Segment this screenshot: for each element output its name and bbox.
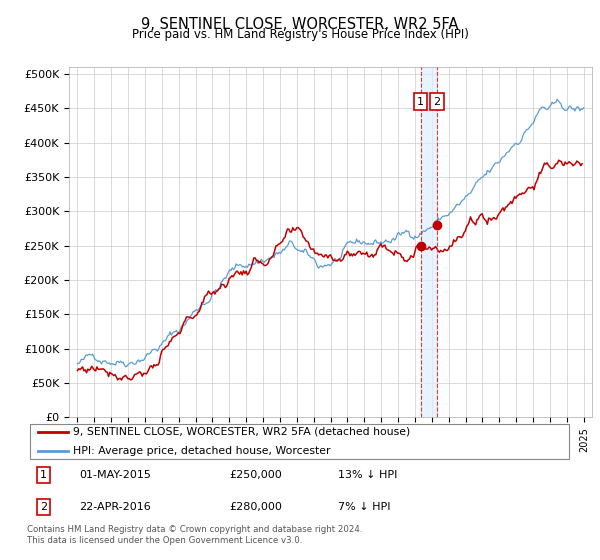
Text: Price paid vs. HM Land Registry's House Price Index (HPI): Price paid vs. HM Land Registry's House … xyxy=(131,28,469,41)
Text: 9, SENTINEL CLOSE, WORCESTER, WR2 5FA: 9, SENTINEL CLOSE, WORCESTER, WR2 5FA xyxy=(142,17,458,32)
Text: £250,000: £250,000 xyxy=(229,470,282,480)
FancyBboxPatch shape xyxy=(30,424,569,459)
Text: 7% ↓ HPI: 7% ↓ HPI xyxy=(338,502,391,512)
Text: 9, SENTINEL CLOSE, WORCESTER, WR2 5FA (detached house): 9, SENTINEL CLOSE, WORCESTER, WR2 5FA (d… xyxy=(73,427,410,437)
Text: £280,000: £280,000 xyxy=(229,502,282,512)
Text: 01-MAY-2015: 01-MAY-2015 xyxy=(79,470,151,480)
Text: HPI: Average price, detached house, Worcester: HPI: Average price, detached house, Worc… xyxy=(73,446,331,456)
Text: 2: 2 xyxy=(40,502,47,512)
Text: 1: 1 xyxy=(417,96,424,106)
Text: 1: 1 xyxy=(40,470,47,480)
Text: Contains HM Land Registry data © Crown copyright and database right 2024.
This d: Contains HM Land Registry data © Crown c… xyxy=(27,525,362,545)
Text: 2: 2 xyxy=(434,96,440,106)
Bar xyxy=(421,67,437,417)
Text: 22-APR-2016: 22-APR-2016 xyxy=(79,502,151,512)
Text: 13% ↓ HPI: 13% ↓ HPI xyxy=(338,470,398,480)
